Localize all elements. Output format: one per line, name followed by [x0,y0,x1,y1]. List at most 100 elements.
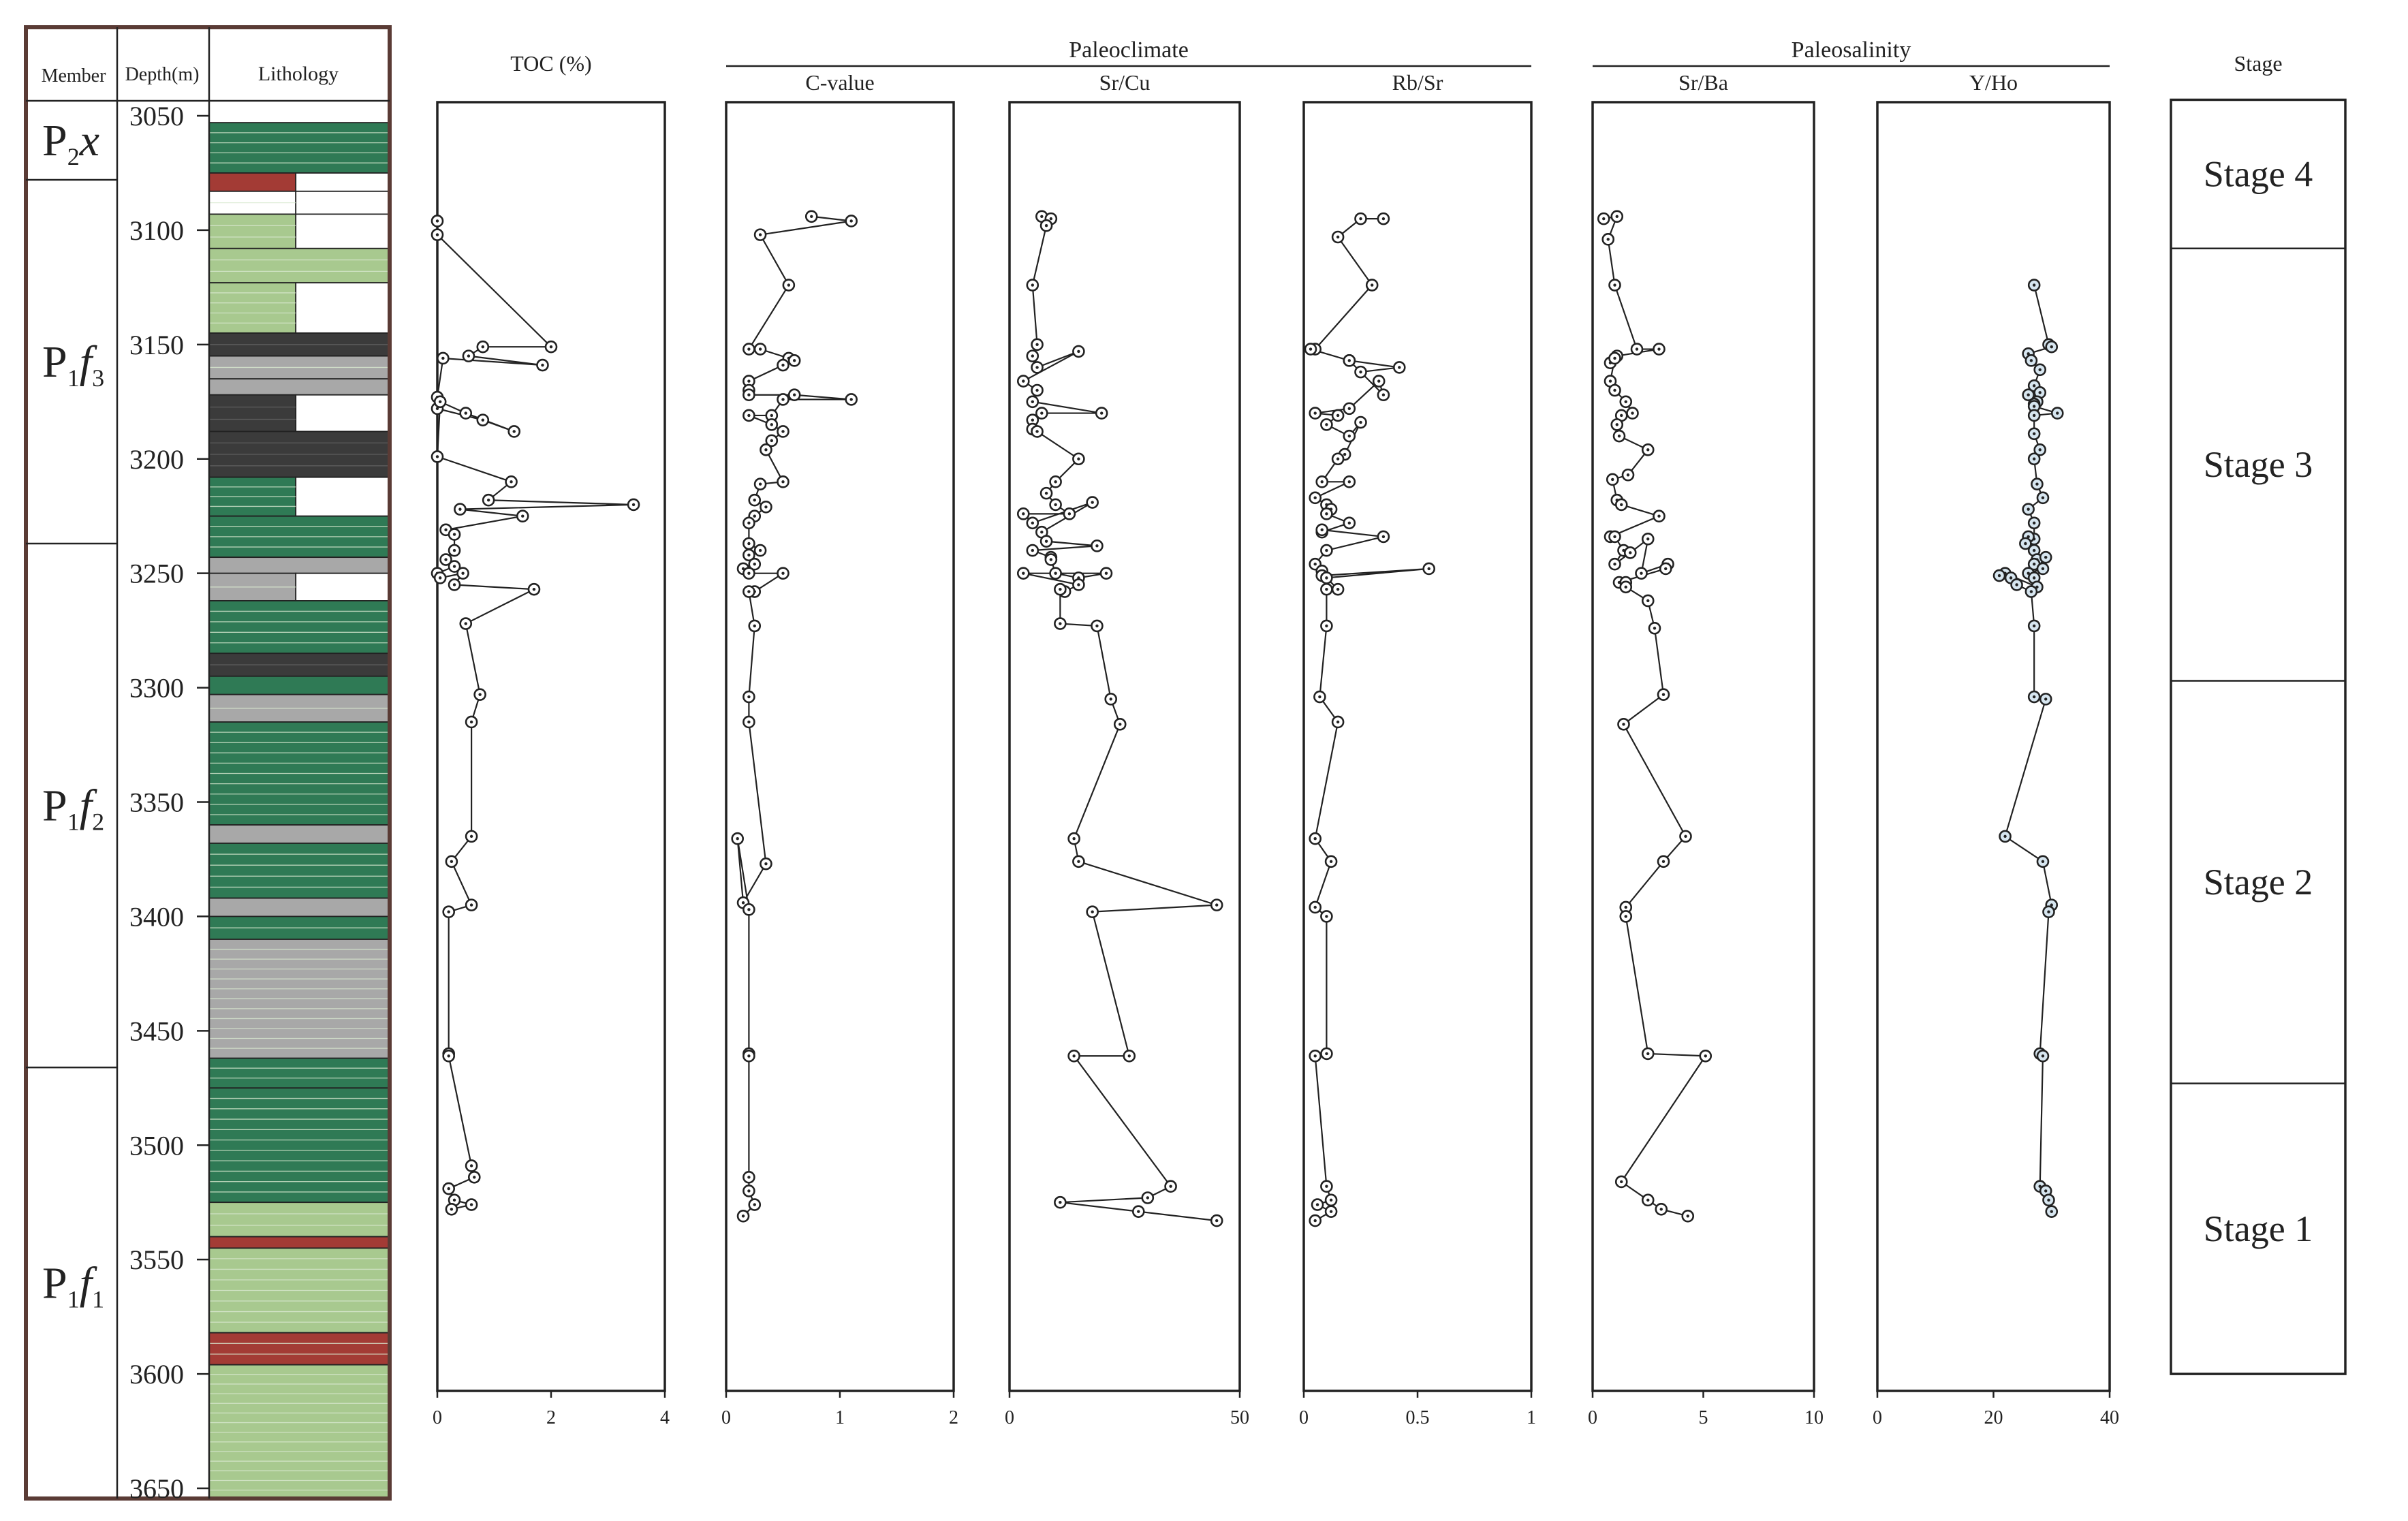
data-point-dot [1040,215,1044,218]
data-point-dot [452,583,456,586]
data-point-dot [1095,624,1099,628]
data-point-dot [747,413,751,418]
data-point-dot [441,356,445,360]
data-point-dot [770,413,774,418]
data-point-dot [1329,1210,1333,1213]
data-point-dot [1077,457,1080,460]
data-point-dot [452,533,456,536]
data-point-dot [1347,434,1351,438]
data-point-dot [1137,1210,1140,1213]
data-point-dot [2009,576,2013,580]
data-point-dot [1313,563,1317,566]
data-point-dot [747,542,751,546]
data-point-dot [1313,837,1317,841]
data-point-dot [435,233,439,236]
data-point-dot [2032,432,2036,436]
data-point-dot [1313,1219,1317,1223]
data-point-dot [753,624,756,628]
data-point-dot [1329,1198,1333,1202]
member-label: P1f1 [42,1259,104,1313]
data-point-dot [781,398,785,401]
data-point-dot [1661,860,1666,864]
data-point-dot [631,503,636,507]
data-point-dot [1022,571,1025,575]
data-point-dot [1215,903,1219,907]
data-point-dot [1615,215,1619,218]
lithology-bed-blank [295,394,390,433]
stage-label: Stage 3 [2204,444,2313,485]
data-point-dot [450,860,454,864]
depth-header: Depth(m) [125,64,200,85]
series-line [1997,285,2058,1212]
data-point-dot [1347,407,1351,411]
data-point-dot [2041,496,2045,500]
depth-tick-label: 3100 [129,215,184,246]
data-point-dot [2027,571,2030,575]
data-point-dot [1646,1052,1650,1056]
lithology-bed-blank [295,476,390,517]
data-point-dot [452,1198,456,1202]
panel-3: Sr/Cu 0 50 [1005,70,1249,1428]
data-point-dot [2032,576,2036,580]
data-point-dot [2056,411,2059,415]
data-point-dot [1325,512,1328,516]
data-point-dot [2041,860,2045,864]
lithology-bed-blank [295,282,390,334]
data-point-dot [1059,1201,1062,1204]
panel-title: Y/Ho [1969,70,2018,95]
lithology-bed-blank [295,190,390,215]
lithology-bed [208,282,297,334]
data-point-dot [1613,535,1616,539]
data-point-dot [1606,238,1610,241]
data-point-dot [747,571,751,575]
stage-label: Stage 1 [2204,1208,2313,1249]
data-point-dot [747,695,751,699]
strat-frame [24,25,392,1501]
data-point-dot [1040,411,1044,415]
panel-frame [725,101,955,1392]
series-line [1021,215,1217,1222]
data-point-dot [1329,860,1333,864]
panel-title: Sr/Cu [1099,70,1151,95]
data-point-dot [1343,452,1347,456]
panel-frame [1008,101,1241,1392]
data-point-dot [747,521,751,524]
data-point-dot [1646,1198,1650,1202]
data-point-dot [1347,480,1351,484]
data-point-dot [1044,539,1048,543]
panel-5: Sr/Ba 0 5 10 [1588,70,1824,1428]
x-tick-label: 0 [1299,1407,1309,1428]
data-point-dot [2047,1198,2050,1202]
data-point-dot [764,862,768,866]
depth-tick-label: 3600 [129,1359,184,1390]
lithology-bed [208,247,390,284]
series-line [1310,218,1429,1222]
data-point-dot [1325,576,1328,580]
data-point-dot [486,499,490,502]
x-tick-label: 4 [660,1407,670,1428]
data-point-dot [758,347,762,351]
data-point-dot [1091,910,1094,913]
data-point-dot [1146,1196,1150,1199]
data-point-dot [1631,411,1634,415]
data-point-dot [1031,400,1035,403]
data-point-dot [849,219,853,223]
data-point-dot [1622,723,1625,726]
lithology-bed [208,1202,390,1238]
data-point-dot [741,901,745,905]
data-point-dot [1031,548,1035,552]
data-point-dot [2015,583,2018,586]
x-tick-label: 10 [1804,1407,1824,1428]
data-point-dot [2032,457,2036,460]
data-point-dot [510,480,513,484]
data-point-dot [747,720,751,724]
data-point-dot [747,1054,751,1058]
data-point-dot [1620,503,1623,507]
data-point-dot [1646,537,1650,541]
data-point-dot [1629,551,1632,554]
data-point-dot [1347,521,1351,524]
data-point-dot [1072,837,1076,841]
data-point-dot [469,720,473,724]
depth-tick-label: 3250 [129,559,184,589]
panel-1: TOC (%) 0 2 4 [431,51,670,1428]
